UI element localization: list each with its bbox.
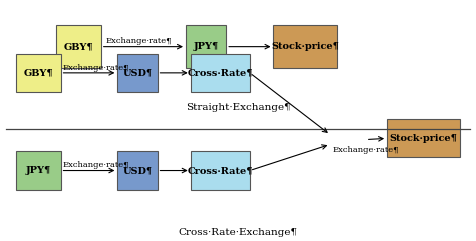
FancyBboxPatch shape [191, 152, 250, 190]
Text: JPY¶: JPY¶ [25, 166, 50, 175]
Text: Exchange·rate¶: Exchange·rate¶ [63, 161, 129, 169]
FancyBboxPatch shape [117, 54, 158, 92]
Text: Stock·price¶: Stock·price¶ [390, 134, 458, 143]
FancyBboxPatch shape [16, 152, 60, 190]
FancyBboxPatch shape [274, 25, 337, 68]
Text: Straight·Exchange¶: Straight·Exchange¶ [186, 103, 290, 112]
FancyBboxPatch shape [117, 152, 158, 190]
Text: Cross·Rate¶: Cross·Rate¶ [188, 166, 253, 175]
FancyBboxPatch shape [16, 54, 60, 92]
FancyBboxPatch shape [191, 54, 250, 92]
Text: USD¶: USD¶ [122, 166, 152, 175]
Text: GBY¶: GBY¶ [63, 42, 93, 51]
Text: Stock·price¶: Stock·price¶ [271, 42, 339, 51]
Text: GBY¶: GBY¶ [23, 68, 53, 77]
Text: Exchange·rate¶: Exchange·rate¶ [333, 146, 399, 154]
FancyBboxPatch shape [186, 25, 226, 68]
Text: Cross·Rate¶: Cross·Rate¶ [188, 68, 253, 77]
Text: USD¶: USD¶ [122, 68, 152, 77]
Text: JPY¶: JPY¶ [193, 42, 218, 51]
FancyBboxPatch shape [387, 119, 460, 157]
Text: Cross·Rate·Exchange¶: Cross·Rate·Exchange¶ [178, 228, 298, 237]
FancyBboxPatch shape [56, 25, 101, 68]
Text: Exchange·rate¶: Exchange·rate¶ [63, 64, 129, 72]
Text: Exchange·rate¶: Exchange·rate¶ [106, 37, 172, 46]
